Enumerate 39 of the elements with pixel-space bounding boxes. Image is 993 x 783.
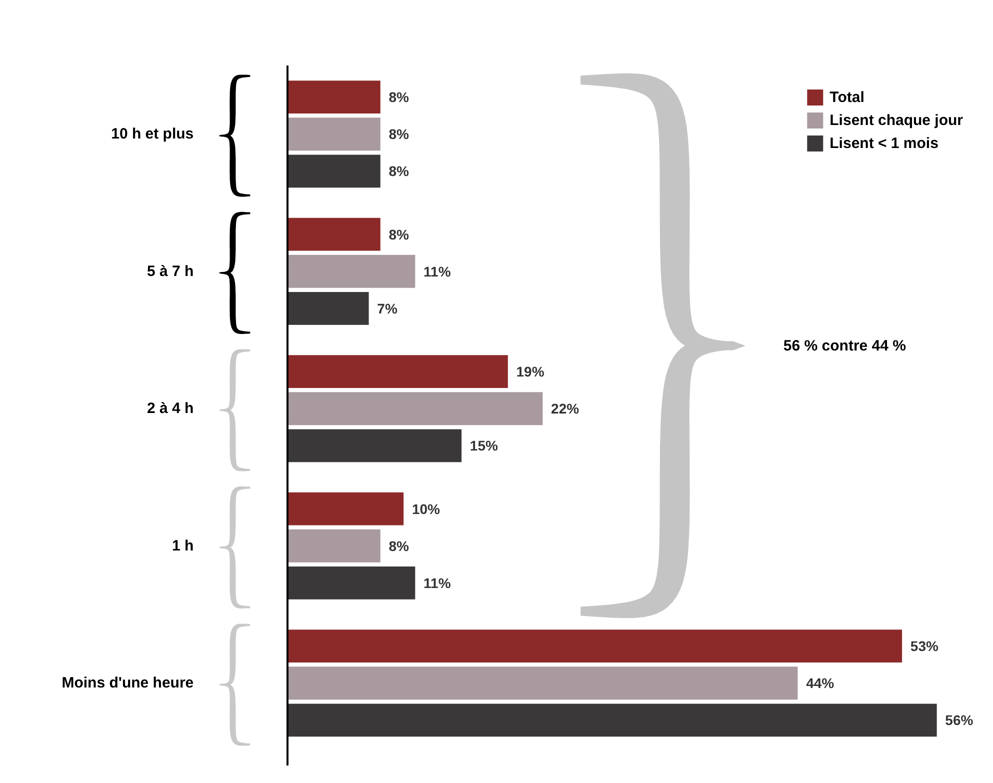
data-label: 10%	[412, 500, 441, 517]
data-label: 8%	[388, 163, 410, 180]
bar	[288, 254, 416, 288]
data-label: 22%	[551, 400, 580, 417]
data-label: 8%	[388, 538, 410, 554]
bar	[288, 566, 416, 600]
y-tick-label: 10 h et plus	[111, 126, 194, 143]
data-label: 8%	[388, 226, 410, 242]
bar	[288, 154, 380, 188]
bar	[288, 429, 462, 462]
bar	[288, 392, 543, 426]
data-label: 8%	[388, 126, 410, 142]
y-tick-label: 1 h	[172, 537, 194, 554]
y-tick-label: 2 à 4 h	[146, 400, 194, 418]
bar	[288, 118, 380, 151]
bar	[288, 292, 369, 325]
data-label: 7%	[377, 300, 398, 316]
legend-label: Total	[830, 88, 864, 106]
data-label: 8%	[388, 89, 410, 106]
data-label: 11%	[424, 263, 452, 280]
bar	[288, 80, 380, 114]
bar	[288, 492, 404, 526]
bar	[288, 666, 798, 700]
data-label: 53%	[910, 638, 939, 654]
data-label: 56%	[945, 712, 974, 728]
legend-label: Lisent chaque jour	[830, 112, 963, 128]
y-tick-label: 5 à 7 h	[146, 262, 194, 280]
bar	[288, 630, 902, 663]
data-label: 44%	[806, 675, 835, 692]
y-tick-label: Moins d'une heure	[62, 674, 194, 692]
data-label: 15%	[470, 438, 498, 454]
bar	[288, 704, 937, 737]
data-label: 19%	[516, 364, 545, 380]
data-label: 11%	[424, 574, 452, 591]
bar	[288, 218, 380, 251]
bar	[288, 529, 380, 562]
annotation: 56 % contre 44 %	[783, 338, 906, 355]
legend-label: Lisent < 1 mois	[830, 134, 938, 152]
bar	[288, 355, 508, 388]
